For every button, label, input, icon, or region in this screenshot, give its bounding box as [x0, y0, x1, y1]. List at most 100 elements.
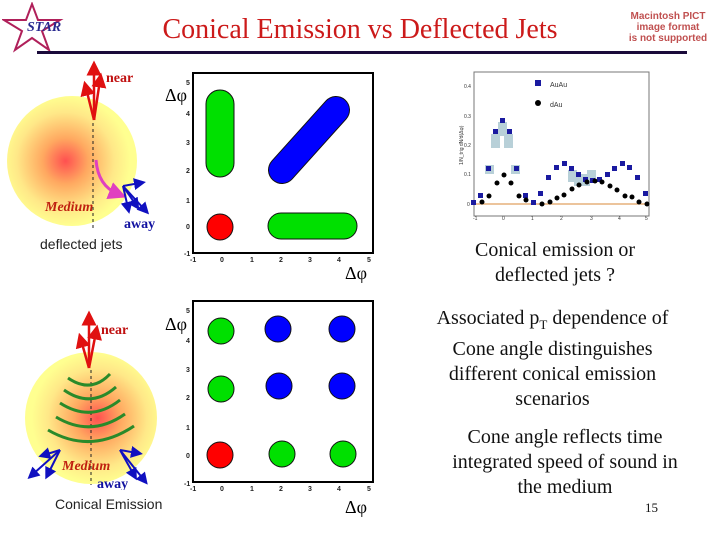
x-axis-label: Δφ [345, 497, 367, 517]
svg-text:-1: -1 [473, 216, 478, 220]
svg-text:1: 1 [250, 486, 254, 493]
near-label: near [101, 323, 128, 338]
svg-text:0: 0 [220, 486, 224, 493]
away-cone-arrows-left [27, 447, 61, 480]
svg-text:1: 1 [250, 257, 254, 264]
text-line: scenarios [515, 388, 590, 410]
question-text: Conical emission or deflected jets ? [440, 238, 670, 288]
svg-text:3: 3 [590, 216, 593, 220]
pict-line: Macintosh PICT [630, 11, 706, 22]
correlation-peaks [206, 315, 357, 469]
svg-text:1: 1 [186, 198, 190, 205]
peak-blue [265, 372, 293, 400]
pict-placeholder: Macintosh PICT image format is not suppo… [616, 11, 720, 44]
y-axis-label: Δφ [165, 85, 187, 105]
near-jet-arrows [80, 60, 107, 121]
x-ticks: -1 0 1 2 3 4 5 [190, 486, 371, 493]
x-axis-label: Δφ [345, 263, 367, 283]
x-ticks: -1 0 1 2 3 4 5 [473, 216, 648, 222]
speed-of-sound-text: Cone angle reflects time integrated spee… [420, 425, 710, 500]
svg-text:0: 0 [186, 453, 190, 460]
svg-text:-1: -1 [184, 481, 190, 488]
star-icon: STAR [0, 1, 64, 53]
dau-points [479, 172, 650, 207]
peak-green [207, 317, 235, 345]
svg-text:4: 4 [186, 111, 190, 118]
away-label: away [97, 477, 128, 490]
svg-text:STAR: STAR [27, 20, 61, 35]
medium-label: Medium [61, 459, 110, 474]
away-label: away [124, 217, 155, 232]
auau-dau-correlation-plot: 0.4 0.3 0.2 0.1 0 1/N_trig dN/d(Δφ) AuAu… [440, 60, 662, 222]
svg-text:4: 4 [186, 338, 190, 345]
y-ticks: 5 4 3 2 1 0 -1 [184, 80, 190, 258]
peak-blue [328, 315, 356, 343]
pt-dependence-text: Associated pT dependence of Cone angle d… [410, 306, 695, 412]
svg-text:0.2: 0.2 [464, 143, 471, 149]
medium-blob [7, 96, 137, 226]
page-number: 15 [645, 500, 658, 515]
svg-text:0: 0 [186, 224, 190, 231]
svg-text:0.3: 0.3 [464, 114, 471, 120]
svg-text:2: 2 [186, 168, 190, 175]
text-line: Conical emission or [475, 239, 635, 261]
svg-text:2: 2 [186, 395, 190, 402]
svg-text:0: 0 [502, 216, 505, 220]
medium-label: Medium [44, 200, 93, 215]
text-line: Cone angle reflects time [467, 426, 663, 448]
svg-text:4: 4 [618, 216, 621, 220]
text-line: different conical emission [448, 363, 657, 385]
subscript: T [539, 317, 548, 332]
svg-text:AuAu: AuAu [550, 82, 567, 89]
svg-text:dAu: dAu [550, 102, 563, 109]
peak-blue [328, 372, 356, 400]
svg-text:5: 5 [645, 216, 648, 220]
text-line: the medium [517, 476, 613, 498]
y-ticks: 0.4 0.3 0.2 0.1 0 [464, 84, 471, 208]
svg-text:3: 3 [308, 257, 312, 264]
svg-text:3: 3 [308, 486, 312, 493]
horizontal-ridge [267, 212, 358, 240]
text-line: Associated pT dependence of [410, 306, 695, 337]
pict-line: image format [636, 22, 700, 33]
svg-text:3: 3 [186, 140, 190, 147]
text-line: Cone angle distinguishes [452, 338, 653, 360]
pict-line: is not supported [628, 33, 708, 44]
conical-emission-caption: Conical Emission [55, 496, 163, 512]
svg-text:3: 3 [186, 367, 190, 374]
deflected-jets-diagram: near Medium away [0, 58, 170, 258]
conical-emission-correlation-plot: Δφ Δφ 5 4 3 2 1 0 -1 -1 0 1 2 3 4 5 [160, 295, 380, 520]
auau-points [471, 118, 648, 205]
star-logo: STAR [0, 1, 72, 54]
svg-text:2: 2 [279, 486, 283, 493]
svg-text:0: 0 [220, 257, 224, 264]
svg-text:1: 1 [531, 216, 534, 220]
legend: AuAu dAu [535, 80, 567, 109]
mach-cone-wavefronts [47, 372, 135, 443]
title-divider [37, 51, 687, 54]
svg-text:5: 5 [367, 486, 371, 493]
y-axis-label: 1/N_trig dN/d(Δφ) [459, 125, 465, 165]
peak-red [206, 441, 234, 469]
svg-text:0.1: 0.1 [464, 172, 471, 178]
text-fragment: Associated p [436, 307, 540, 329]
svg-text:5: 5 [186, 80, 190, 87]
svg-text:4: 4 [337, 486, 341, 493]
svg-text:1: 1 [186, 425, 190, 432]
away-cone-arrows-right [119, 446, 148, 485]
svg-text:2: 2 [560, 216, 563, 220]
svg-text:-1: -1 [190, 486, 196, 493]
vertical-ridge [205, 89, 235, 178]
deflected-jets-correlation-plot: Δφ Δφ 5 4 3 2 1 0 -1 -1 0 1 2 3 4 5 [160, 60, 380, 285]
peak-green [207, 375, 235, 403]
y-axis-label: Δφ [165, 314, 187, 334]
slide-title: Conical Emission vs Deflected Jets [162, 14, 558, 45]
svg-text:5: 5 [367, 257, 371, 264]
text-line: deflected jets ? [495, 264, 615, 286]
svg-text:0.4: 0.4 [464, 84, 471, 90]
text-line: integrated speed of sound in [452, 451, 678, 473]
near-label: near [106, 71, 133, 86]
peak-green [268, 440, 296, 468]
svg-text:5: 5 [186, 308, 190, 315]
text-fragment: dependence of [547, 307, 669, 329]
